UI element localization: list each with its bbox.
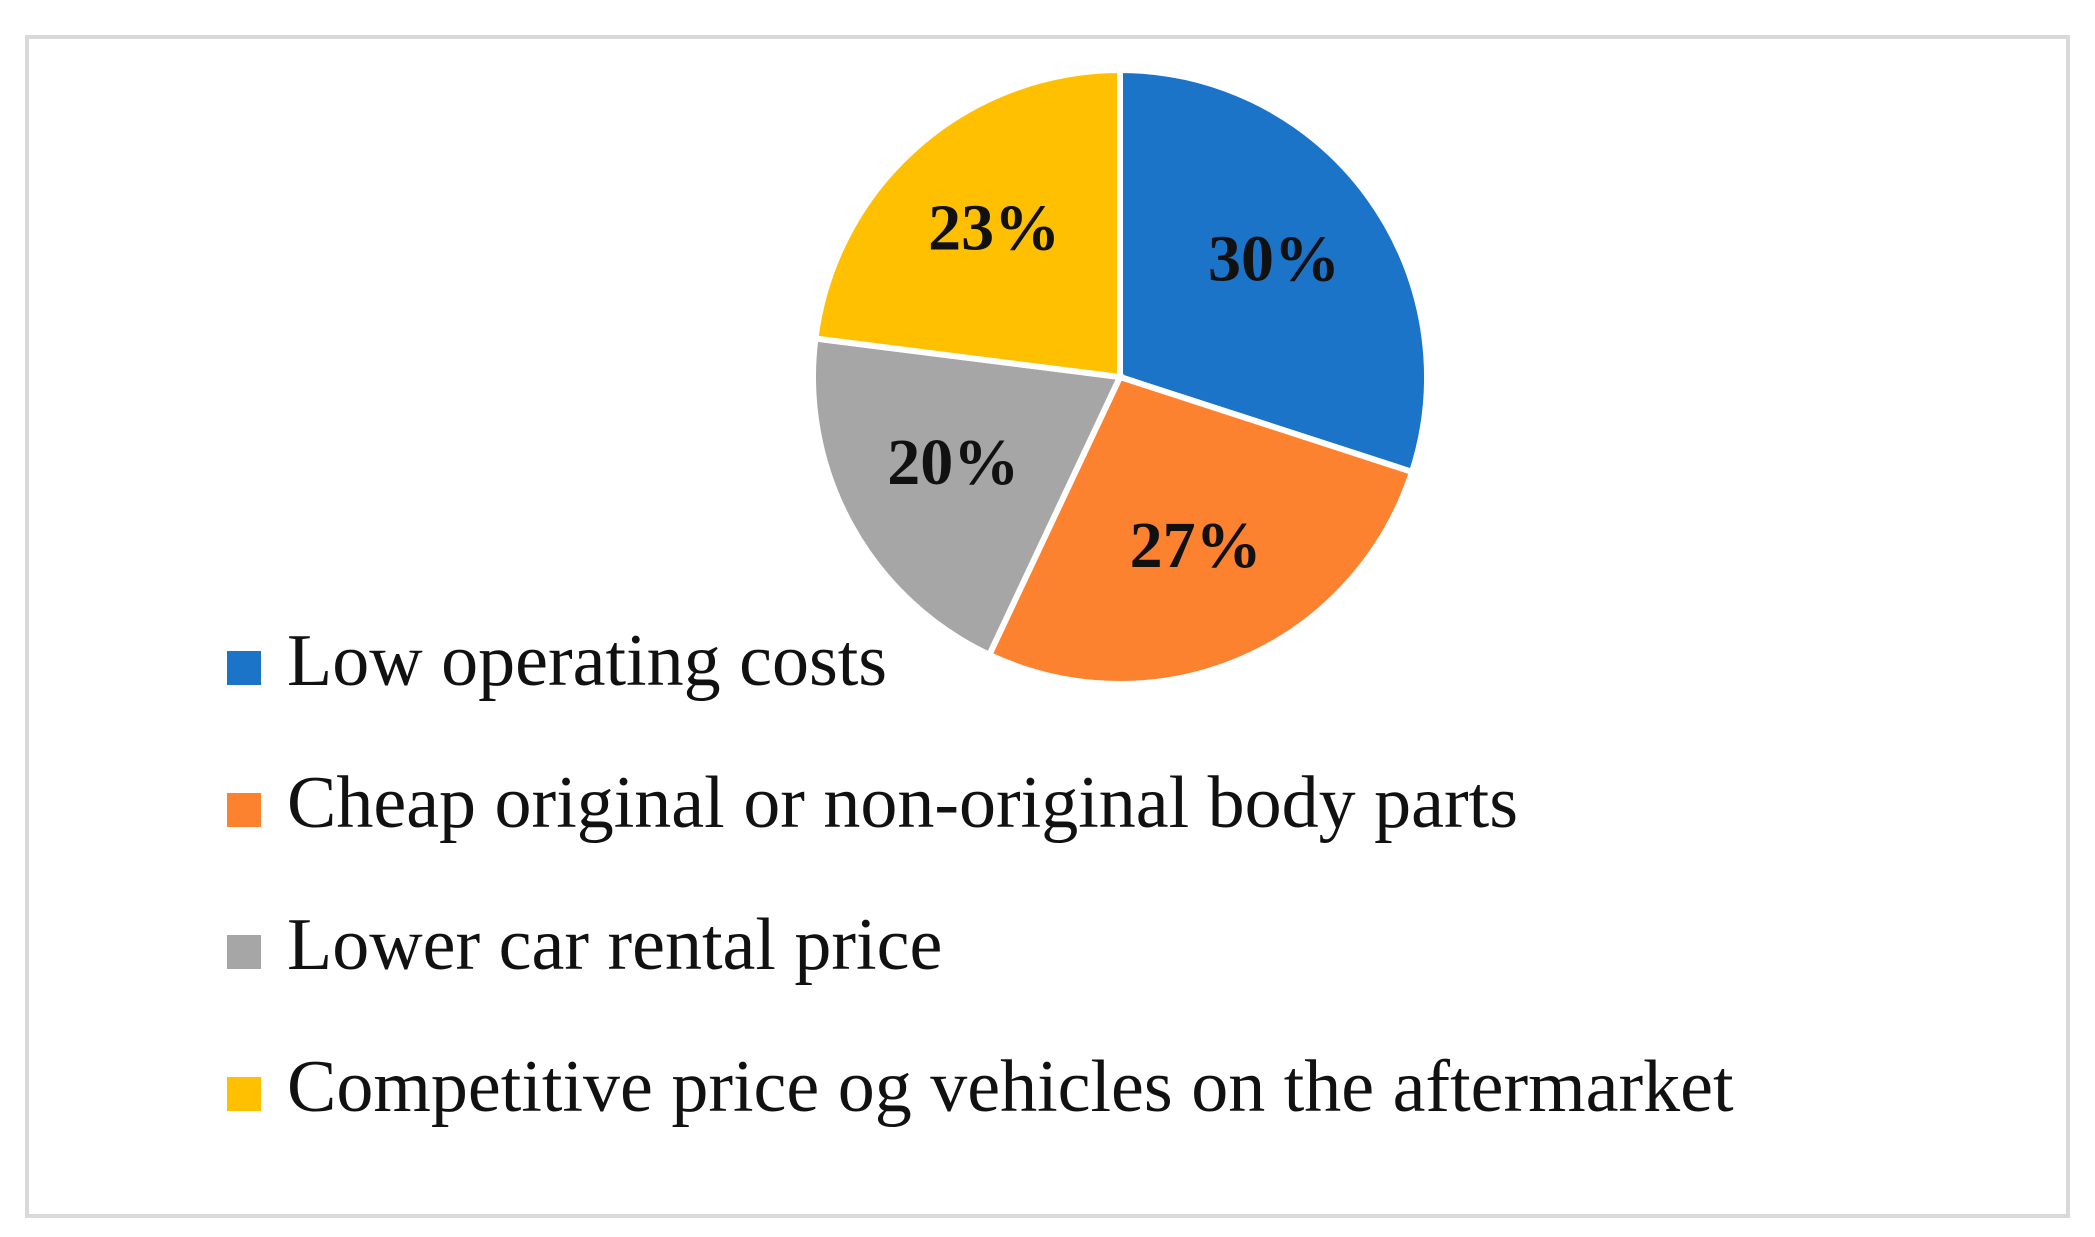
legend-label: Lower car rental price (287, 904, 942, 986)
value-label: 23% (928, 191, 1060, 264)
value-label: 27% (1130, 509, 1262, 582)
legend-swatch (227, 651, 261, 685)
pie-slice (812, 66, 1123, 381)
pie-slice (985, 373, 1416, 687)
value-label: 30% (1208, 222, 1340, 295)
legend-swatch (227, 793, 261, 827)
legend-label: Competitive price og vehicles on the aft… (287, 1046, 1734, 1128)
legend-swatch (227, 1077, 261, 1111)
legend-label: Low operating costs (287, 620, 887, 702)
pie-slice (810, 335, 1125, 659)
legend-label: Cheap original or non-original body part… (287, 762, 1518, 844)
legend-swatch (227, 935, 261, 969)
pie-slice (1117, 66, 1430, 476)
value-label: 20% (887, 426, 1019, 499)
